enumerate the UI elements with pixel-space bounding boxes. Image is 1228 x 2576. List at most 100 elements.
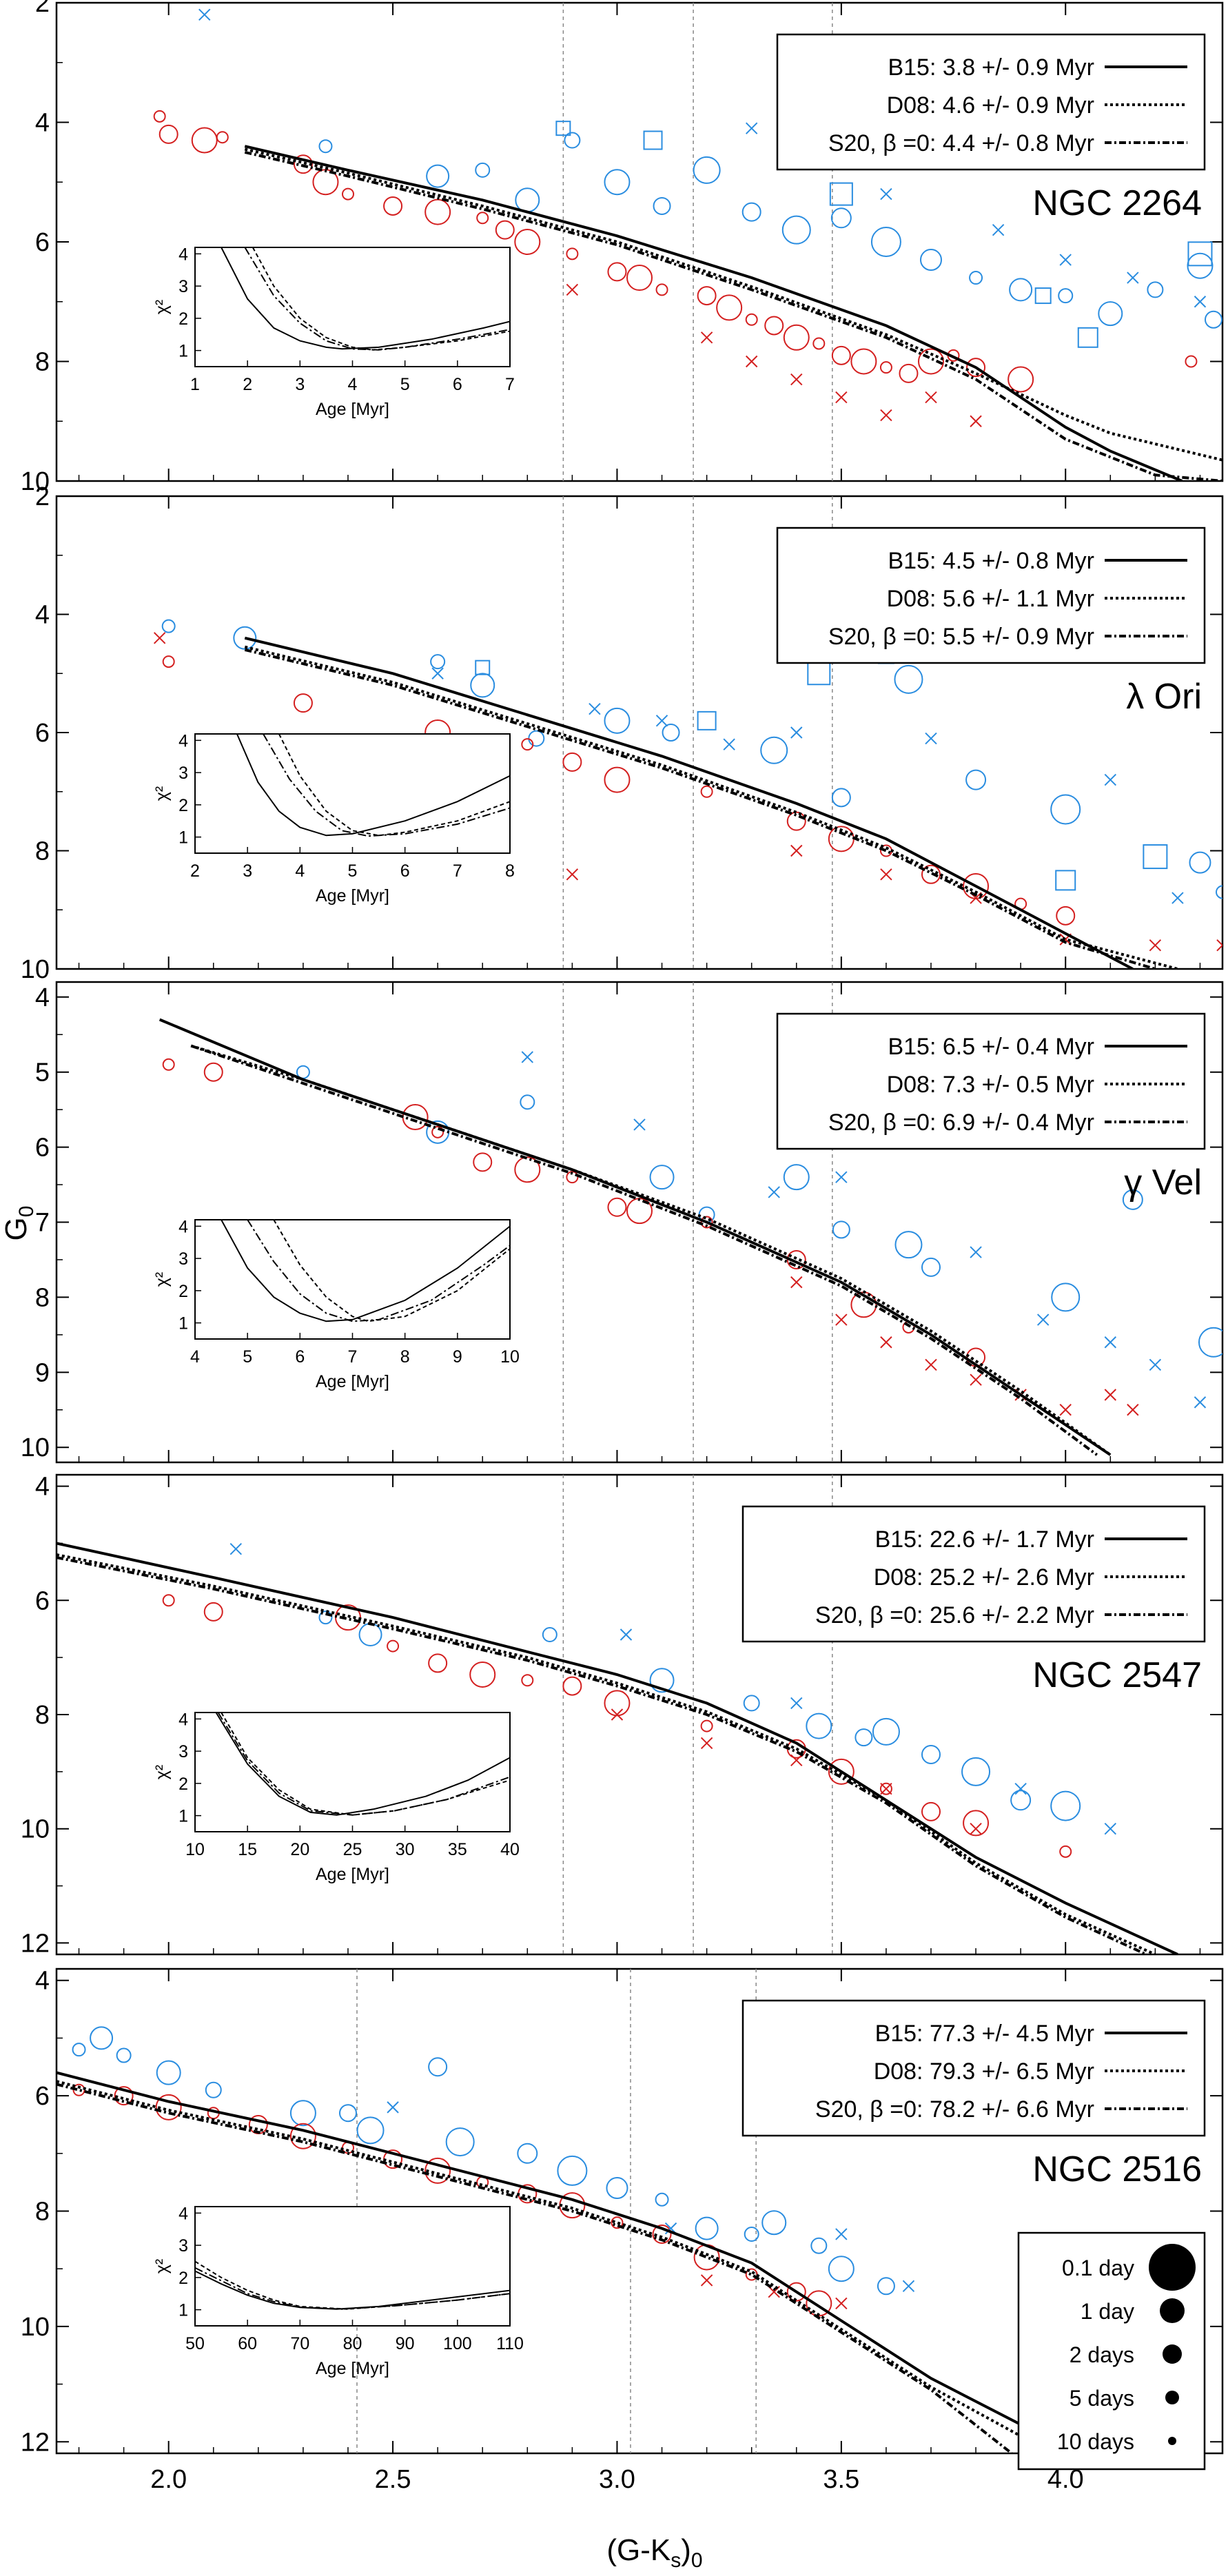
- y-tick-label: 10: [21, 2313, 50, 2342]
- data-point-slow: [564, 132, 581, 149]
- data-point-slow-cross: [790, 726, 803, 739]
- inset-x-tick-label: 8: [400, 1347, 410, 1367]
- inset-curves: [195, 2260, 510, 2310]
- inset-x-tick-label: 6: [453, 375, 462, 394]
- data-point-fast-cross: [745, 355, 758, 368]
- inset-x-tick-label: 10: [500, 1347, 520, 1367]
- inset-x-tick-label: 6: [295, 1347, 305, 1367]
- inset-y-tick-label: 3: [178, 1742, 188, 1761]
- data-point-fast: [828, 1758, 855, 1785]
- data-point-slow: [1189, 851, 1211, 874]
- data-point-fast: [1007, 366, 1034, 393]
- data-point-fast-cross: [970, 1373, 982, 1386]
- y-tick-label: 8: [35, 1283, 50, 1312]
- y-tick-label: 9: [35, 1358, 50, 1387]
- data-point-slow: [426, 164, 450, 188]
- data-point-slow: [830, 207, 852, 229]
- y-tick-label: 6: [35, 1134, 50, 1163]
- inset-x-tick-label: 7: [505, 375, 515, 394]
- data-point-square: [1034, 287, 1052, 305]
- model-line-d08: [190, 1044, 1112, 1456]
- legend: B15: 77.3 +/- 4.5 Myr D08: 79.3 +/- 6.5 M…: [741, 1999, 1206, 2137]
- inset-y-tick-label: 1: [178, 2301, 188, 2320]
- inset-chart: 1 2 3 4 1 2 3 4 5 6 7 Age [Myr] χ²: [152, 245, 515, 419]
- data-point-fast: [387, 1639, 400, 1653]
- data-point-slow: [969, 271, 983, 285]
- data-point-fast: [655, 283, 668, 296]
- y-tick-label: 4: [35, 983, 50, 1012]
- data-point-slow: [557, 2155, 588, 2186]
- data-point-fast: [289, 2123, 316, 2149]
- legend-label: D08: 4.6 +/- 0.9 Myr: [887, 92, 1094, 119]
- data-point-fast: [697, 286, 717, 306]
- data-point-fast: [424, 2157, 451, 2184]
- size-legend-dot: [1163, 2344, 1182, 2364]
- data-point-fast: [216, 131, 229, 144]
- data-point-fast: [428, 1653, 448, 1673]
- chi2-curve-dashdot: [263, 734, 510, 837]
- y-tick-label: 10: [21, 955, 50, 984]
- data-point-slow: [1204, 310, 1222, 329]
- inset-y-tick-label: 4: [178, 2204, 188, 2223]
- data-point-slow: [832, 1220, 850, 1239]
- plot-area: [153, 619, 1222, 969]
- chi2-curve-dotted: [195, 2260, 510, 2310]
- data-point-slow: [517, 2143, 538, 2164]
- x-axis-label-sub: s: [671, 2549, 681, 2572]
- data-point-fast: [745, 313, 758, 326]
- model-line-b15: [57, 1542, 1178, 1954]
- data-point-slow: [662, 724, 680, 742]
- inset-chart: 1 2 3 4 4 5 6 7 8 9 10 Age [Myr] χ²: [152, 1217, 520, 1391]
- data-point-slow-cross: [992, 223, 1005, 236]
- data-point-slow: [156, 2060, 181, 2085]
- data-point-fast: [114, 2086, 134, 2106]
- inset-x-tick-label: 2: [243, 375, 252, 394]
- data-point-fast: [652, 2224, 672, 2244]
- data-point-fast: [158, 124, 178, 144]
- data-point-fast: [786, 811, 806, 831]
- y-tick-label: 4: [35, 1473, 50, 1502]
- inset-x-tick-label: 6: [400, 861, 410, 881]
- data-point-slow: [655, 2192, 669, 2207]
- data-point-fast-cross: [700, 1737, 713, 1750]
- inset-x-tick-label: 5: [348, 861, 358, 881]
- model-line-s20: [244, 648, 1156, 969]
- data-point-fast-cross: [153, 632, 166, 644]
- plot-area: [153, 8, 1222, 481]
- y-tick-label: 12: [21, 2428, 50, 2457]
- data-point-fast-cross: [700, 331, 713, 344]
- inset-y-tick-label: 1: [178, 342, 188, 361]
- size-legend-dot: [1160, 2298, 1185, 2323]
- data-point-fast: [566, 247, 579, 260]
- data-point-fast: [963, 1810, 990, 1837]
- model-line-b15: [244, 636, 1134, 969]
- data-point-fast: [562, 752, 582, 772]
- data-point-square: [1143, 844, 1168, 870]
- data-point-fast: [850, 348, 877, 375]
- data-point-slow: [356, 2116, 385, 2145]
- data-point-fast-cross: [1059, 1404, 1072, 1416]
- legend-label: B15: 6.5 +/- 0.4 Myr: [888, 1034, 1094, 1060]
- legend-label: D08: 79.3 +/- 6.5 Myr: [874, 2058, 1094, 2085]
- x-axis-label-main: (G-K: [606, 2533, 671, 2567]
- data-point-slow: [649, 1668, 675, 1693]
- data-point-slow-cross: [1127, 272, 1139, 284]
- inset-chart: 1 2 3 4 10 15 20 25 30 35 40 Age [Myr] χ²: [152, 1710, 520, 1884]
- plot-area: [57, 2026, 1089, 2453]
- inset-x-tick-label: 35: [448, 1840, 467, 1859]
- inset-x-tick-label: 30: [396, 1840, 415, 1859]
- data-point-fast: [700, 1719, 713, 1732]
- inset-x-tick-label: 3: [295, 375, 305, 394]
- data-point-slow: [1216, 885, 1222, 899]
- inset-x-tick-label: 90: [396, 2334, 415, 2353]
- data-point-slow: [741, 202, 761, 222]
- model-line-s20: [57, 2083, 1013, 2453]
- inset-y-label: χ²: [152, 300, 172, 314]
- data-point-fast: [604, 1690, 631, 1717]
- size-legend-label: 1 day: [1081, 2299, 1134, 2324]
- inset-curves: [215, 1713, 510, 1816]
- data-point-slow-cross: [1104, 773, 1117, 786]
- data-point-slow: [781, 215, 811, 245]
- data-point-fast: [921, 1801, 941, 1821]
